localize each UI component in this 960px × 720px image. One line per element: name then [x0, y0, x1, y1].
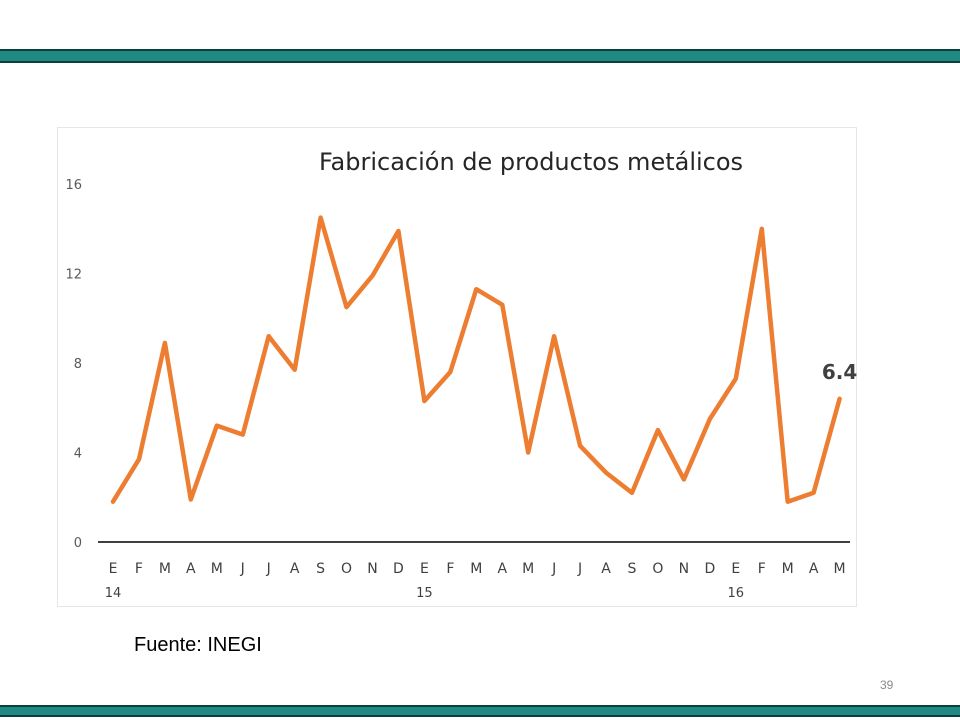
- y-tick-label: 16: [65, 178, 82, 193]
- x-tick-label: A: [809, 561, 819, 577]
- last-value-label: 6.4: [822, 360, 857, 384]
- x-tick-label: F: [446, 561, 454, 577]
- source-note: Fuente: INEGI: [134, 634, 262, 656]
- x-tick-label: J: [240, 561, 245, 577]
- x-tick-label: O: [341, 561, 352, 577]
- x-tick-label: M: [211, 561, 223, 577]
- y-tick-label: 0: [74, 536, 82, 551]
- x-tick-label: A: [290, 561, 300, 577]
- x-tick-label: N: [367, 561, 377, 577]
- y-tick-label: 8: [74, 357, 82, 372]
- year-labels: 14 15 16: [105, 586, 744, 601]
- x-tick-label: J: [551, 561, 556, 577]
- x-tick-label: J: [266, 561, 271, 577]
- x-tick-label: N: [679, 561, 689, 577]
- top-decorative-band: [0, 49, 960, 63]
- chart-container: Fabricación de productos metálicos 0 4 8 12…: [57, 127, 857, 607]
- page-number: 39: [880, 678, 894, 692]
- x-tick-label: J: [577, 561, 582, 577]
- x-tick-label: S: [628, 561, 637, 577]
- x-tick-label: E: [420, 561, 429, 577]
- year-label: 15: [416, 586, 433, 601]
- year-label: 14: [105, 586, 122, 601]
- data-series-line: [110, 215, 842, 504]
- x-tick-label: S: [316, 561, 325, 577]
- line-chart: Fabricación de productos metálicos 0 4 8 12…: [65, 148, 857, 601]
- bottom-decorative-band: [0, 705, 960, 717]
- y-axis-ticks: 0 4 8 12 16: [65, 178, 82, 551]
- year-label: 16: [728, 586, 745, 601]
- x-tick-label: E: [731, 561, 740, 577]
- y-tick-label: 4: [74, 447, 82, 462]
- y-tick-label: 12: [65, 268, 82, 283]
- x-tick-label: M: [782, 561, 794, 577]
- x-tick-label: M: [834, 561, 846, 577]
- x-tick-label: A: [497, 561, 507, 577]
- chart-title: Fabricación de productos metálicos: [319, 148, 743, 176]
- x-tick-label: A: [601, 561, 611, 577]
- x-tick-label: D: [704, 561, 715, 577]
- x-tick-label: A: [186, 561, 196, 577]
- x-tick-label: O: [652, 561, 663, 577]
- x-tick-label: F: [135, 561, 143, 577]
- x-tick-label: F: [758, 561, 766, 577]
- x-tick-label: M: [522, 561, 534, 577]
- x-tick-label: D: [393, 561, 404, 577]
- x-tick-label: M: [159, 561, 171, 577]
- x-tick-label: E: [109, 561, 118, 577]
- x-tick-label: M: [470, 561, 482, 577]
